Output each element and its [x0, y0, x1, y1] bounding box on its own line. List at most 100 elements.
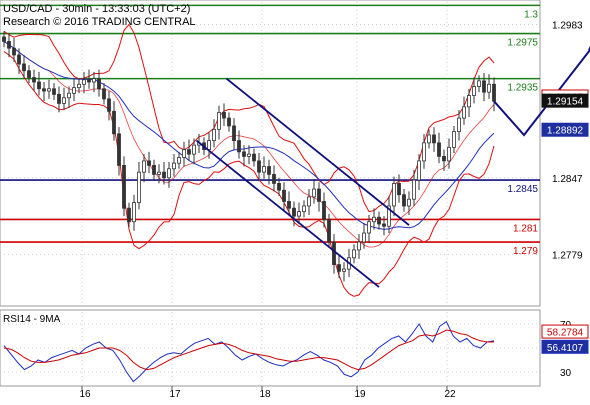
- rsi-value-label: 56.4107: [547, 343, 584, 354]
- candle-body: [142, 160, 146, 173]
- rsi-title: RSI14 - 9MA: [3, 314, 61, 325]
- candle-body: [327, 219, 331, 243]
- candle-body: [272, 174, 276, 184]
- candle-body: [462, 106, 466, 119]
- candle-body: [72, 87, 76, 94]
- price-tag-label: 1.28892: [547, 126, 584, 137]
- candle-body: [187, 149, 191, 155]
- candle-body: [382, 223, 386, 227]
- candle-body: [362, 232, 366, 243]
- rsi-value-label: 58.2784: [547, 328, 584, 339]
- candle-body: [367, 221, 371, 234]
- rsi-series-9ma: [3, 329, 494, 371]
- candle-body: [102, 88, 106, 100]
- candle-body: [57, 94, 61, 104]
- candle-body: [182, 149, 186, 158]
- candle-body: [122, 164, 126, 209]
- candle-body: [392, 183, 396, 207]
- candle-body: [112, 110, 116, 135]
- candle-body: [92, 78, 96, 83]
- x-tick-label: 18: [259, 389, 271, 400]
- candle-body: [192, 144, 196, 155]
- candle-body: [257, 160, 261, 173]
- bollinger-upper: [3, 23, 495, 213]
- candle-body: [212, 128, 216, 142]
- candle-body: [137, 171, 141, 203]
- candle-body: [407, 198, 411, 207]
- candle-body: [277, 183, 281, 191]
- candle-body: [472, 86, 476, 96]
- candle-body: [97, 78, 101, 90]
- candle-body: [442, 155, 446, 162]
- candle-body: [32, 77, 36, 83]
- candle-body: [432, 134, 436, 144]
- candle-body: [452, 131, 456, 148]
- candle-body: [242, 151, 246, 157]
- y-tick-label: 1.2847: [552, 174, 583, 185]
- y-tick-label: 1.2779: [552, 250, 583, 261]
- candle-body: [42, 88, 46, 92]
- candle-body: [2, 36, 6, 42]
- candle-body: [22, 63, 26, 72]
- candle-body: [162, 171, 166, 179]
- rsi-panel: [0, 309, 541, 387]
- candle-body: [157, 171, 161, 175]
- candle-body: [177, 157, 181, 164]
- candle-body: [427, 134, 431, 144]
- candle-body: [207, 140, 211, 151]
- price-tag-label: 1.29154: [547, 97, 584, 108]
- candle-body: [467, 95, 471, 108]
- candle-body: [487, 83, 491, 93]
- rsi-tick-label: 30: [560, 368, 572, 379]
- candle-body: [147, 160, 151, 166]
- y-tick-label: 1.2983: [552, 21, 583, 32]
- header-research: Research © 2016 TRADING CENTRAL: [3, 16, 196, 28]
- candle-body: [492, 83, 496, 102]
- candle-body: [337, 264, 341, 272]
- candle-body: [12, 47, 16, 56]
- candle-body: [437, 142, 441, 157]
- candle-body: [307, 196, 311, 207]
- header-instrument: USD/CAD - 30min - 13:33:03 (UTC+2): [3, 3, 190, 15]
- x-tick-label: 16: [79, 389, 91, 400]
- rsi-series-rsi14: [3, 320, 495, 383]
- candle-body: [172, 162, 176, 170]
- x-tick-label: 19: [354, 389, 366, 400]
- candle-body: [167, 168, 171, 179]
- price-tag: [541, 122, 589, 137]
- candle-body: [232, 125, 236, 142]
- candle-body: [152, 164, 156, 175]
- candle-body: [482, 80, 486, 93]
- level-label: 1.3: [524, 9, 538, 20]
- candle-body: [262, 166, 266, 173]
- candle-body: [222, 112, 226, 119]
- candle-body: [37, 81, 41, 90]
- level-label: 1.279: [513, 246, 538, 257]
- candle-body: [352, 249, 356, 259]
- candle-body: [422, 142, 426, 162]
- candle-body: [397, 183, 401, 196]
- candle-body: [132, 202, 136, 223]
- candle-body: [342, 268, 346, 272]
- candle-body: [82, 79, 86, 85]
- price-tag: [541, 93, 589, 108]
- candle-body: [77, 83, 81, 89]
- candle-body: [317, 188, 321, 202]
- candle-body: [227, 117, 231, 127]
- level-label: 1.2935: [507, 83, 538, 94]
- candle-body: [87, 79, 91, 83]
- candle-body: [312, 188, 316, 198]
- candle-body: [417, 160, 421, 181]
- candle-body: [282, 189, 286, 202]
- rsi-value-tag: [541, 339, 589, 354]
- candle-body: [292, 207, 296, 217]
- candle-body: [107, 98, 111, 112]
- channel-line: [225, 77, 410, 226]
- candle-body: [62, 97, 66, 104]
- candle-body: [297, 211, 301, 217]
- candle-body: [127, 207, 131, 223]
- candle-body: [7, 41, 11, 49]
- candle-body: [287, 201, 291, 209]
